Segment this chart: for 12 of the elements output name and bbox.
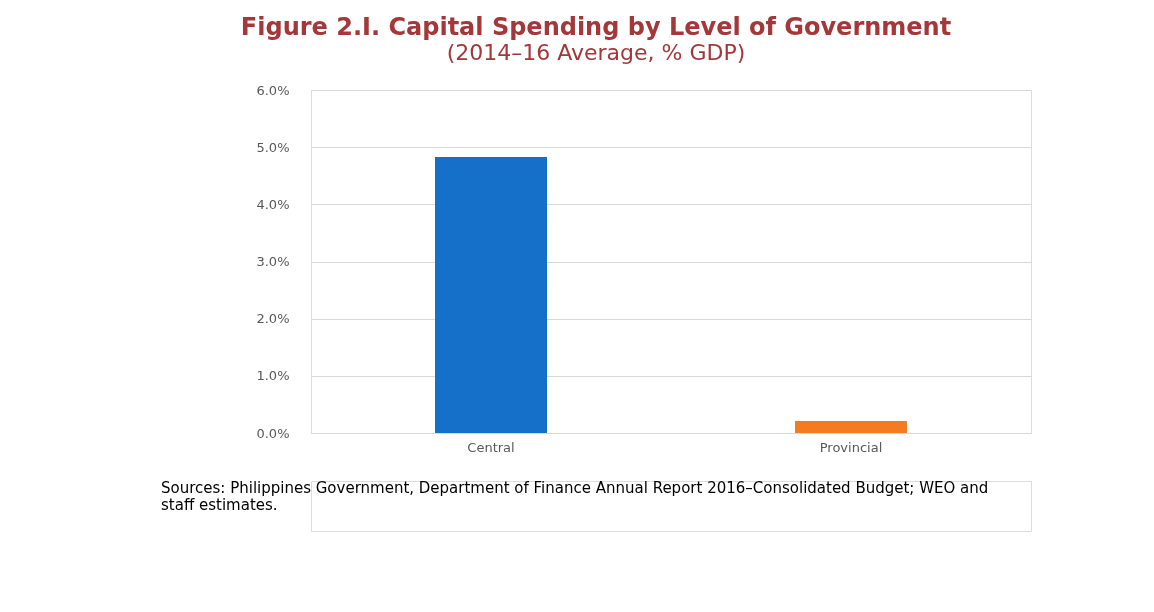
chart-subtitle: (2014–16 Average, % GDP) [446,39,746,65]
y-tick-label: 3.0% [256,254,290,269]
source-note: Sources: Philippines Government, Department of Finance Annual Report 2016–Consolidated Budget; WEO and staff estimates. [161,479,989,514]
y-tick-label: 5.0% [256,139,290,155]
y-tick-label: 0.0% [256,425,290,441]
x-tick-label: Provincial [819,439,883,455]
y-tick-label: 2.0% [256,311,290,327]
chart-title: Figure 2.I. Capital Spending by Level of Government [240,12,952,41]
y-tick-label: 6.0% [256,82,290,98]
x-tick-label: Central [467,439,515,455]
y-tick-label: 1.0% [256,368,290,384]
y-tick-label: 4.0% [256,196,290,212]
